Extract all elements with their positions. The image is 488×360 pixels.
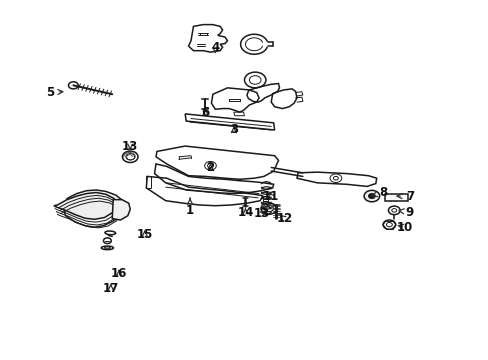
Text: 13: 13 xyxy=(122,140,138,153)
Text: 11: 11 xyxy=(263,190,279,203)
Circle shape xyxy=(368,194,374,199)
Text: 17: 17 xyxy=(102,283,119,296)
Text: 6: 6 xyxy=(201,105,209,119)
Text: 7: 7 xyxy=(396,190,413,203)
Text: 12: 12 xyxy=(276,212,292,225)
Text: 14: 14 xyxy=(237,206,253,219)
Polygon shape xyxy=(63,190,123,227)
Text: 5: 5 xyxy=(46,86,63,99)
Text: 9: 9 xyxy=(398,206,413,219)
Text: 16: 16 xyxy=(111,267,127,280)
Text: 15: 15 xyxy=(136,228,153,241)
Circle shape xyxy=(364,190,379,202)
Text: 2: 2 xyxy=(206,161,214,174)
Text: 8: 8 xyxy=(371,186,386,199)
Text: 4: 4 xyxy=(211,41,219,54)
Text: 10: 10 xyxy=(396,221,412,234)
Text: 3: 3 xyxy=(229,123,237,136)
Text: 13: 13 xyxy=(253,207,269,220)
FancyBboxPatch shape xyxy=(384,194,407,201)
Polygon shape xyxy=(112,200,130,220)
Polygon shape xyxy=(54,193,116,219)
Text: 1: 1 xyxy=(185,198,194,217)
